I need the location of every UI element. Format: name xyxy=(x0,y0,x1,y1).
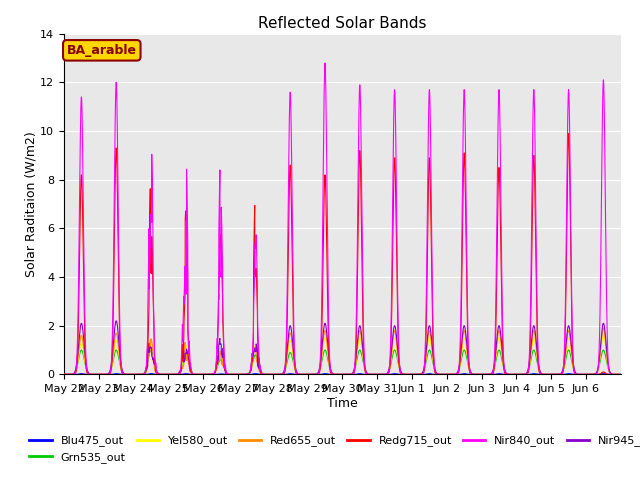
Yel580_out xyxy=(537,371,545,376)
Title: Reflected Solar Bands: Reflected Solar Bands xyxy=(258,16,427,31)
Blu475_out xyxy=(495,371,503,376)
Line: Blu475_out: Blu475_out xyxy=(64,373,621,374)
Grn535_out xyxy=(495,347,503,353)
Blu475_out xyxy=(60,372,68,377)
Nir945_out xyxy=(176,369,184,374)
Redg715_out xyxy=(393,271,401,276)
Blu475_out xyxy=(77,371,85,376)
Text: BA_arable: BA_arable xyxy=(67,44,137,57)
Red655_out xyxy=(617,372,625,377)
Nir840_out xyxy=(175,371,183,377)
Line: Nir840_out: Nir840_out xyxy=(64,63,621,374)
Red655_out xyxy=(537,371,545,376)
Grn535_out xyxy=(537,371,545,376)
Redg715_out xyxy=(617,372,625,377)
Line: Grn535_out: Grn535_out xyxy=(64,350,621,374)
Redg715_out xyxy=(363,372,371,377)
Nir840_out xyxy=(537,371,545,377)
Redg715_out xyxy=(495,165,503,171)
X-axis label: Time: Time xyxy=(327,397,358,410)
Line: Nir945_out: Nir945_out xyxy=(64,321,621,374)
Red655_out xyxy=(175,371,183,376)
Grn535_out xyxy=(176,370,184,375)
Blu475_out xyxy=(393,371,401,377)
Red655_out xyxy=(523,371,531,377)
Nir945_out xyxy=(364,371,371,376)
Grn535_out xyxy=(77,347,85,353)
Yel580_out xyxy=(175,370,183,376)
Yel580_out xyxy=(363,371,371,376)
Yel580_out xyxy=(393,347,401,352)
Redg715_out xyxy=(537,372,545,377)
Blu475_out xyxy=(617,372,625,377)
Nir840_out xyxy=(393,239,401,245)
Redg715_out xyxy=(564,131,572,136)
Nir840_out xyxy=(60,372,68,377)
Grn535_out xyxy=(393,354,401,360)
Red655_out xyxy=(495,328,503,334)
Nir840_out xyxy=(495,88,503,94)
Red655_out xyxy=(363,371,371,377)
Y-axis label: Solar Raditaion (W/m2): Solar Raditaion (W/m2) xyxy=(24,131,37,277)
Yel580_out xyxy=(600,333,607,338)
Nir840_out xyxy=(523,372,531,377)
Blu475_out xyxy=(364,372,371,377)
Blu475_out xyxy=(537,372,545,377)
Nir945_out xyxy=(537,370,545,376)
Yel580_out xyxy=(60,372,68,377)
Legend: Blu475_out, Grn535_out, Yel580_out, Red655_out, Redg715_out, Nir840_out, Nir945_: Blu475_out, Grn535_out, Yel580_out, Red6… xyxy=(25,431,640,468)
Line: Yel580_out: Yel580_out xyxy=(64,336,621,374)
Red655_out xyxy=(60,372,68,377)
Nir840_out xyxy=(364,372,371,377)
Line: Red655_out: Red655_out xyxy=(64,328,621,374)
Red655_out xyxy=(393,342,401,348)
Nir840_out xyxy=(321,60,329,66)
Grn535_out xyxy=(364,371,371,376)
Nir840_out xyxy=(617,372,625,377)
Grn535_out xyxy=(60,372,68,377)
Nir945_out xyxy=(523,370,531,376)
Nir945_out xyxy=(495,323,503,329)
Yel580_out xyxy=(523,371,531,377)
Redg715_out xyxy=(523,372,531,377)
Nir945_out xyxy=(393,338,401,344)
Grn535_out xyxy=(617,372,625,377)
Redg715_out xyxy=(175,372,183,377)
Nir945_out xyxy=(60,372,68,377)
Line: Redg715_out: Redg715_out xyxy=(64,133,621,374)
Red655_out xyxy=(600,325,607,331)
Yel580_out xyxy=(617,372,625,377)
Blu475_out xyxy=(176,372,184,377)
Nir945_out xyxy=(113,318,120,324)
Grn535_out xyxy=(523,371,531,376)
Blu475_out xyxy=(523,372,531,377)
Yel580_out xyxy=(495,335,503,341)
Nir945_out xyxy=(617,372,625,377)
Redg715_out xyxy=(60,372,68,377)
